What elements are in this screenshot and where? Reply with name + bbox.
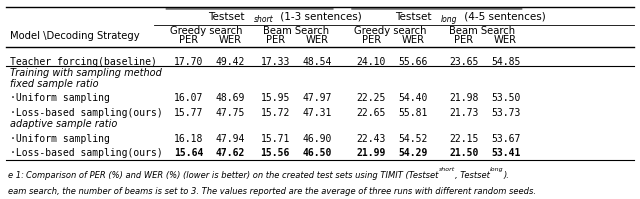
Text: Testset: Testset [395,12,432,22]
Text: 15.72: 15.72 [260,108,290,118]
Text: 46.90: 46.90 [302,134,332,143]
Text: 48.69: 48.69 [216,93,245,103]
Text: short: short [438,167,455,172]
Text: Beam Search: Beam Search [449,26,515,36]
Text: Comparison of PER (%) and WER (%) (lower is better) on the created test sets usi: Comparison of PER (%) and WER (%) (lower… [26,171,438,180]
Text: short: short [253,15,273,24]
Text: 22.43: 22.43 [356,134,386,143]
Text: ·Loss-based sampling(ours): ·Loss-based sampling(ours) [10,148,163,158]
Text: , Testset: , Testset [455,171,490,180]
Text: Testset: Testset [208,12,244,22]
Text: 53.50: 53.50 [491,93,520,103]
Text: 47.97: 47.97 [302,93,332,103]
Text: WER: WER [219,35,242,45]
Text: 15.71: 15.71 [260,134,290,143]
Text: ·Loss-based sampling(ours): ·Loss-based sampling(ours) [10,108,163,118]
Text: 24.10: 24.10 [356,57,386,67]
Text: 47.62: 47.62 [216,148,245,158]
Text: 16.07: 16.07 [174,93,204,103]
Text: 54.52: 54.52 [398,134,428,143]
Text: WER: WER [401,35,424,45]
Text: 21.99: 21.99 [356,148,386,158]
Text: 53.73: 53.73 [491,108,520,118]
Text: 47.31: 47.31 [302,108,332,118]
Text: 15.95: 15.95 [260,93,290,103]
Text: 54.85: 54.85 [491,57,520,67]
Text: 47.94: 47.94 [216,134,245,143]
Text: WER: WER [305,35,328,45]
Text: ·Uniform sampling: ·Uniform sampling [10,134,109,143]
Text: 23.65: 23.65 [449,57,479,67]
Text: 22.15: 22.15 [449,134,479,143]
Text: 21.73: 21.73 [449,108,479,118]
Text: 55.66: 55.66 [398,57,428,67]
Text: 47.75: 47.75 [216,108,245,118]
Text: Model \Decoding Strategy: Model \Decoding Strategy [10,30,140,41]
Text: 55.81: 55.81 [398,108,428,118]
Text: 54.40: 54.40 [398,93,428,103]
Text: adaptive sample ratio: adaptive sample ratio [10,119,117,129]
Text: 16.18: 16.18 [174,134,204,143]
Text: 17.70: 17.70 [174,57,204,67]
Text: fixed sample ratio: fixed sample ratio [10,79,98,89]
Text: 53.41: 53.41 [491,148,520,158]
Text: ·Uniform sampling: ·Uniform sampling [10,93,109,103]
Text: Greedy search: Greedy search [355,26,427,36]
Text: 22.25: 22.25 [356,93,386,103]
Text: 17.33: 17.33 [260,57,290,67]
Text: ).: ). [504,171,509,180]
Text: PER: PER [266,35,285,45]
Text: 15.77: 15.77 [174,108,204,118]
Text: 53.67: 53.67 [491,134,520,143]
Text: PER: PER [362,35,381,45]
Text: 22.65: 22.65 [356,108,386,118]
Text: 21.50: 21.50 [449,148,479,158]
Text: (4-5 sentences): (4-5 sentences) [461,12,546,22]
Text: WER: WER [494,35,517,45]
Text: 21.98: 21.98 [449,93,479,103]
Text: PER: PER [179,35,198,45]
Text: 15.64: 15.64 [174,148,204,158]
Text: 48.54: 48.54 [302,57,332,67]
Text: 49.42: 49.42 [216,57,245,67]
Text: Training with sampling method: Training with sampling method [10,68,161,78]
Text: Teacher forcing(baseline): Teacher forcing(baseline) [10,57,156,67]
Text: 54.29: 54.29 [398,148,428,158]
Text: long: long [490,167,504,172]
Text: 15.56: 15.56 [260,148,290,158]
Text: PER: PER [454,35,474,45]
Text: e 1:: e 1: [8,171,26,180]
Text: Beam Search: Beam Search [263,26,329,36]
Text: 46.50: 46.50 [302,148,332,158]
Text: eam search, the number of beams is set to 3. The values reported are the average: eam search, the number of beams is set t… [8,187,536,196]
Text: (1-3 sentences): (1-3 sentences) [277,12,362,22]
Text: Greedy search: Greedy search [170,26,243,36]
Text: long: long [440,15,457,24]
